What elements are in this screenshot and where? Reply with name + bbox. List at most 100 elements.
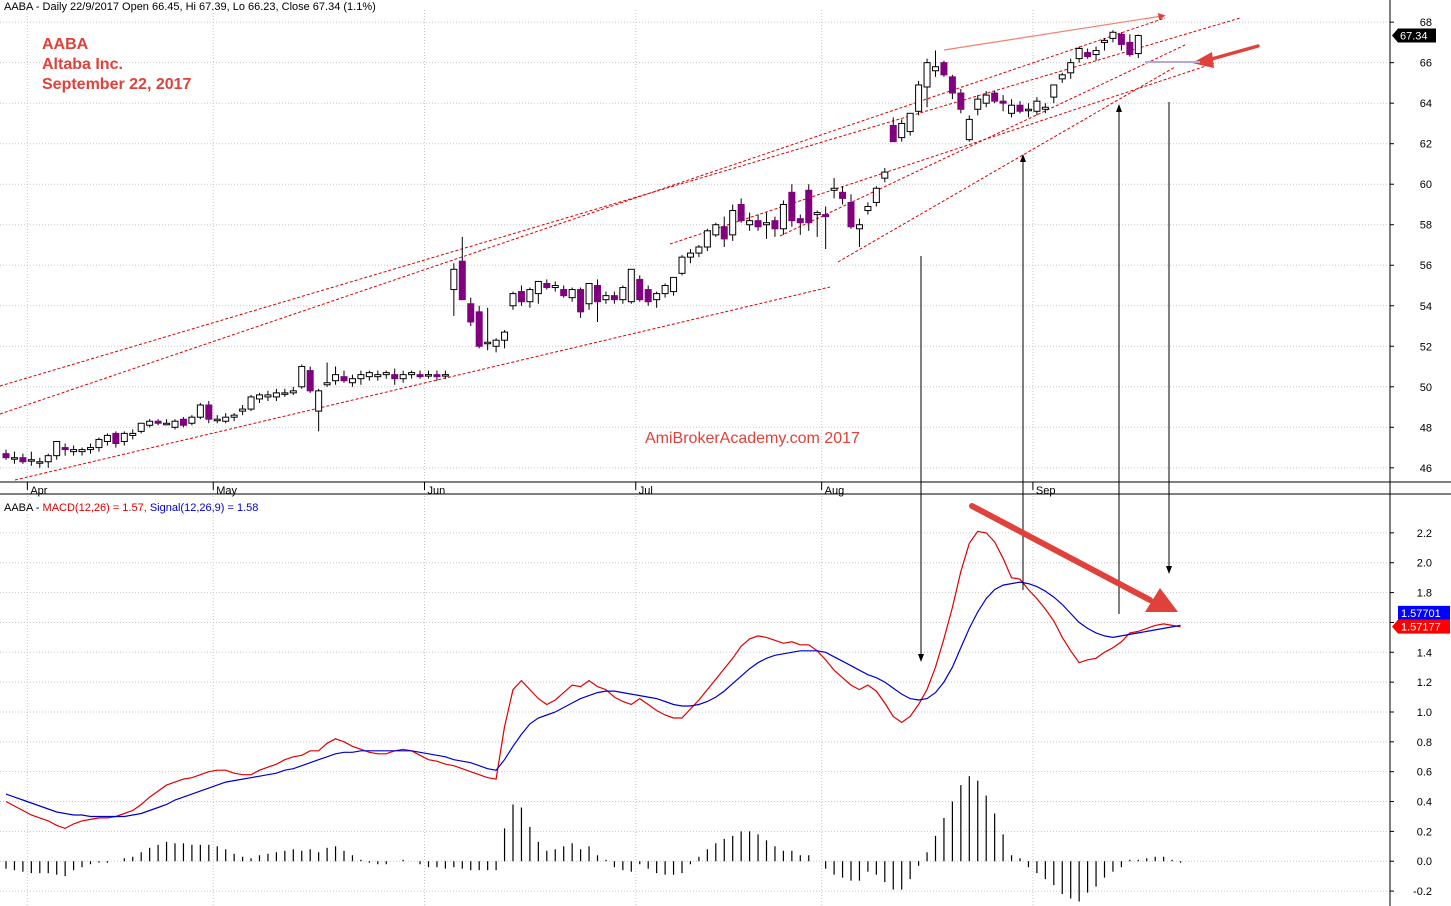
candle xyxy=(585,282,593,310)
candle xyxy=(619,285,627,304)
macd-y-tick-label: 1.4 xyxy=(1417,647,1432,659)
candle-body xyxy=(796,218,804,224)
candle-body xyxy=(425,374,432,377)
price-y-tick-label: 54 xyxy=(1420,301,1432,313)
candle xyxy=(171,419,179,430)
candle-body xyxy=(87,447,94,451)
candle xyxy=(163,419,171,426)
candle xyxy=(475,305,483,349)
price-y-tick-label: 48 xyxy=(1420,422,1432,434)
candle xyxy=(543,279,551,290)
candle-body xyxy=(670,276,678,293)
candle-body xyxy=(340,376,348,382)
candle-body xyxy=(737,203,745,222)
candle-body xyxy=(306,370,314,392)
price-y-tick-label: 56 xyxy=(1420,260,1432,272)
candle-body xyxy=(357,374,365,380)
candle-body xyxy=(577,289,585,313)
candle xyxy=(889,117,897,143)
candle-body xyxy=(1067,62,1075,74)
x-tick-label: May xyxy=(216,485,237,497)
candle-body xyxy=(239,408,247,412)
candle xyxy=(517,285,525,306)
grid-lines xyxy=(0,10,1390,906)
trend-channel-line xyxy=(0,17,1166,415)
candle xyxy=(965,115,973,142)
candle xyxy=(27,451,35,466)
candle-body xyxy=(365,372,373,378)
candle xyxy=(205,400,213,424)
macd-y-tick-label: 1.0 xyxy=(1417,707,1432,719)
candle xyxy=(610,291,618,304)
candle-body xyxy=(1033,100,1041,112)
candle-body xyxy=(619,287,627,301)
candle xyxy=(1092,46,1100,61)
candle xyxy=(534,280,542,304)
x-tick-label: Sep xyxy=(1036,485,1056,497)
candle xyxy=(87,443,94,454)
candle xyxy=(779,200,787,235)
candle-body xyxy=(70,449,78,453)
candle-body xyxy=(517,291,525,303)
candle xyxy=(729,204,737,241)
candle-body xyxy=(450,268,458,291)
macd-y-tick-label: 0.4 xyxy=(1417,797,1432,809)
candle xyxy=(103,433,111,446)
signal-value-badge: 1.57701 xyxy=(1398,605,1450,620)
candle-body xyxy=(872,187,880,203)
candle-body xyxy=(1058,74,1066,80)
candle xyxy=(332,366,340,385)
pointer-arrow-head xyxy=(1192,52,1214,68)
candle xyxy=(653,291,661,308)
candle xyxy=(374,370,382,381)
candle xyxy=(1067,58,1075,79)
candle-body xyxy=(475,311,483,347)
candle-body xyxy=(391,374,399,380)
candle-body xyxy=(568,289,576,299)
candle-body xyxy=(1109,31,1117,39)
candle-body xyxy=(272,392,280,398)
candle xyxy=(433,370,441,381)
candle-body xyxy=(213,418,221,422)
candle xyxy=(365,370,373,381)
candle xyxy=(1126,34,1134,57)
candle xyxy=(348,374,356,387)
candle-body xyxy=(1101,39,1108,43)
x-tick-label: Jul xyxy=(639,485,653,497)
candle-body xyxy=(948,76,956,94)
candle-body xyxy=(137,422,145,432)
candle-body xyxy=(95,438,103,449)
candle-body xyxy=(171,420,179,428)
macd-y-tick-label: 2.0 xyxy=(1417,558,1432,570)
candle-body xyxy=(348,378,356,384)
candle xyxy=(636,275,644,302)
candle xyxy=(940,60,948,77)
candle-body xyxy=(1016,104,1024,112)
candle-body xyxy=(112,432,120,445)
macd-value-badge-bg xyxy=(1392,619,1450,634)
candle-body xyxy=(889,124,897,143)
candle-body xyxy=(374,374,382,378)
candle-body xyxy=(281,392,289,395)
trend-channel-line xyxy=(0,17,1241,387)
candle-body xyxy=(1126,41,1134,56)
candle xyxy=(509,291,517,310)
macd-line xyxy=(5,530,1181,830)
candle-body xyxy=(399,374,407,380)
candle-body xyxy=(974,98,982,110)
candle xyxy=(1033,97,1041,116)
candle xyxy=(661,283,669,298)
candle-body xyxy=(805,189,813,224)
candle xyxy=(44,453,52,468)
candle xyxy=(898,119,906,142)
candle-body xyxy=(1092,50,1100,56)
candle-body xyxy=(1075,47,1083,60)
candle xyxy=(695,244,703,258)
candle-body xyxy=(746,220,754,226)
macd-y-tick-label: 0.6 xyxy=(1417,767,1432,779)
candle xyxy=(289,386,297,395)
candle-body xyxy=(256,394,263,400)
candle xyxy=(1101,38,1108,51)
candle-body xyxy=(36,461,44,464)
